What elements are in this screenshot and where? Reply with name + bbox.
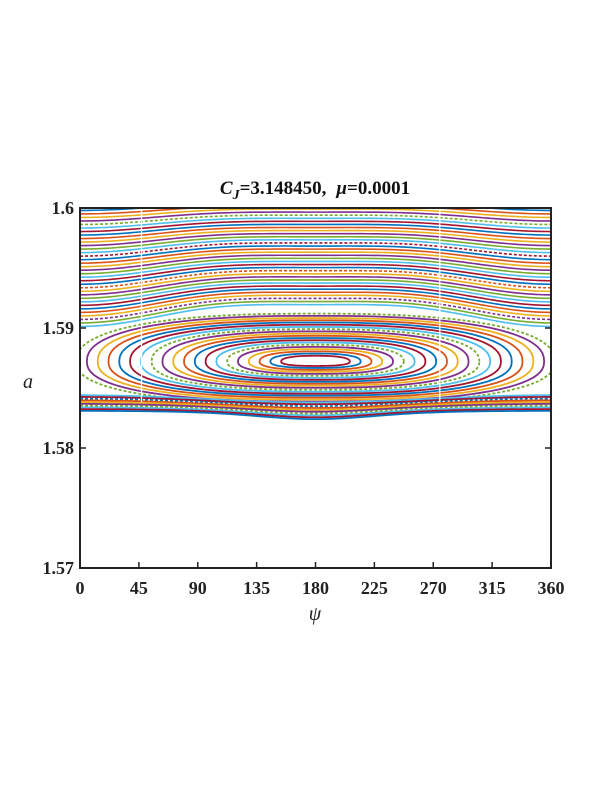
x-tick-label: 225 bbox=[361, 578, 388, 598]
separatrix-curve bbox=[80, 404, 551, 415]
circulating-curve bbox=[80, 214, 551, 226]
circulating-curve bbox=[80, 248, 551, 264]
circulating-curve bbox=[80, 208, 551, 215]
libration-curve bbox=[269, 352, 362, 369]
circulating-curve bbox=[80, 208, 551, 219]
x-axis: 0 45 90 135 180 225 270 315 360 bbox=[76, 562, 565, 598]
libration-curve bbox=[107, 319, 524, 399]
x-axis-label: ψ bbox=[309, 603, 322, 625]
libration-curve bbox=[85, 314, 546, 403]
circulating-curve bbox=[80, 217, 551, 229]
x-tick-label: 315 bbox=[479, 578, 506, 598]
y-tick-label: 1.57 bbox=[43, 558, 75, 578]
separatrix-curve bbox=[80, 401, 551, 411]
circulating-curve bbox=[80, 272, 551, 293]
circulating-curve bbox=[80, 297, 551, 321]
chart-title: CJ=3.148450, μ=0.0001 bbox=[220, 178, 410, 203]
libration-curve bbox=[226, 343, 405, 377]
y-tick-label: 1.59 bbox=[43, 318, 75, 338]
x-tick-label: 360 bbox=[538, 578, 565, 598]
separatrix-curve bbox=[80, 408, 551, 419]
y-axis: 1.57 1.58 1.59 1.6 bbox=[43, 198, 551, 578]
circulating-curve bbox=[80, 257, 551, 275]
circulating-curve bbox=[80, 282, 551, 303]
circulating-curve bbox=[80, 211, 551, 222]
circulating-curve bbox=[80, 276, 551, 296]
libration-curve bbox=[161, 330, 470, 389]
curve-group bbox=[80, 208, 551, 421]
circulating-curve bbox=[80, 291, 551, 314]
libration-curve bbox=[96, 317, 535, 401]
circulating-curve bbox=[80, 254, 551, 271]
title-cj-subscript: J bbox=[232, 188, 241, 203]
libration-curve bbox=[237, 346, 394, 375]
libration-curve bbox=[172, 332, 459, 387]
circulating-curve bbox=[80, 226, 551, 240]
y-axis-label: a bbox=[23, 371, 33, 393]
title-cj-symbol: C bbox=[220, 178, 233, 199]
circulating-curve bbox=[80, 242, 551, 257]
circulating-curve bbox=[80, 269, 551, 289]
libration-curve bbox=[258, 350, 373, 371]
separatrix-curve bbox=[80, 396, 551, 406]
title-mu-symbol: μ bbox=[335, 178, 347, 199]
libration-curve bbox=[150, 328, 481, 391]
x-tick-label: 180 bbox=[302, 578, 329, 598]
circulating-curve bbox=[80, 266, 551, 286]
libration-curve bbox=[139, 326, 492, 393]
separatrix-curve bbox=[80, 403, 551, 413]
title-cj-value: =3.148450, bbox=[240, 178, 327, 199]
libration-curve bbox=[215, 341, 416, 379]
x-tick-label: 0 bbox=[76, 578, 85, 598]
circulating-curve bbox=[80, 229, 551, 243]
x-tick-label: 90 bbox=[189, 578, 207, 598]
circulating-curve bbox=[80, 239, 551, 254]
circulating-curve bbox=[80, 263, 551, 282]
x-tick-label: 45 bbox=[130, 578, 148, 598]
y-tick-label: 1.58 bbox=[43, 438, 75, 458]
circulating-curve bbox=[80, 285, 551, 307]
x-tick-label: 270 bbox=[420, 578, 447, 598]
circulating-curve bbox=[80, 260, 551, 279]
circulating-curve bbox=[80, 294, 551, 317]
x-tick-label: 135 bbox=[243, 578, 270, 598]
separatrix-curve bbox=[80, 399, 551, 409]
y-tick-label: 1.6 bbox=[52, 198, 75, 218]
libration-curve bbox=[118, 321, 513, 397]
title-mu-value: =0.0001 bbox=[347, 178, 410, 199]
libration-curve bbox=[193, 337, 438, 383]
circulating-curve bbox=[80, 251, 551, 268]
circulating-curve bbox=[80, 235, 551, 250]
circulating-curve bbox=[80, 232, 551, 247]
libration-curve bbox=[280, 354, 351, 367]
circulating-curve bbox=[80, 288, 551, 310]
separatrix-curve bbox=[80, 406, 551, 417]
circulating-curve bbox=[80, 245, 551, 261]
circulating-curve bbox=[80, 223, 551, 236]
libration-curve bbox=[204, 339, 427, 381]
libration-curve bbox=[247, 348, 384, 373]
separatrix-curve bbox=[80, 409, 551, 421]
circulating-curve bbox=[80, 300, 551, 324]
libration-curve bbox=[183, 334, 448, 385]
libration-curve bbox=[129, 323, 502, 395]
separatrix-curve bbox=[80, 394, 551, 404]
circulating-curve bbox=[80, 279, 551, 300]
circulating-curve bbox=[80, 303, 551, 328]
separatrix-curve bbox=[80, 397, 551, 408]
circulating-curve bbox=[80, 220, 551, 233]
